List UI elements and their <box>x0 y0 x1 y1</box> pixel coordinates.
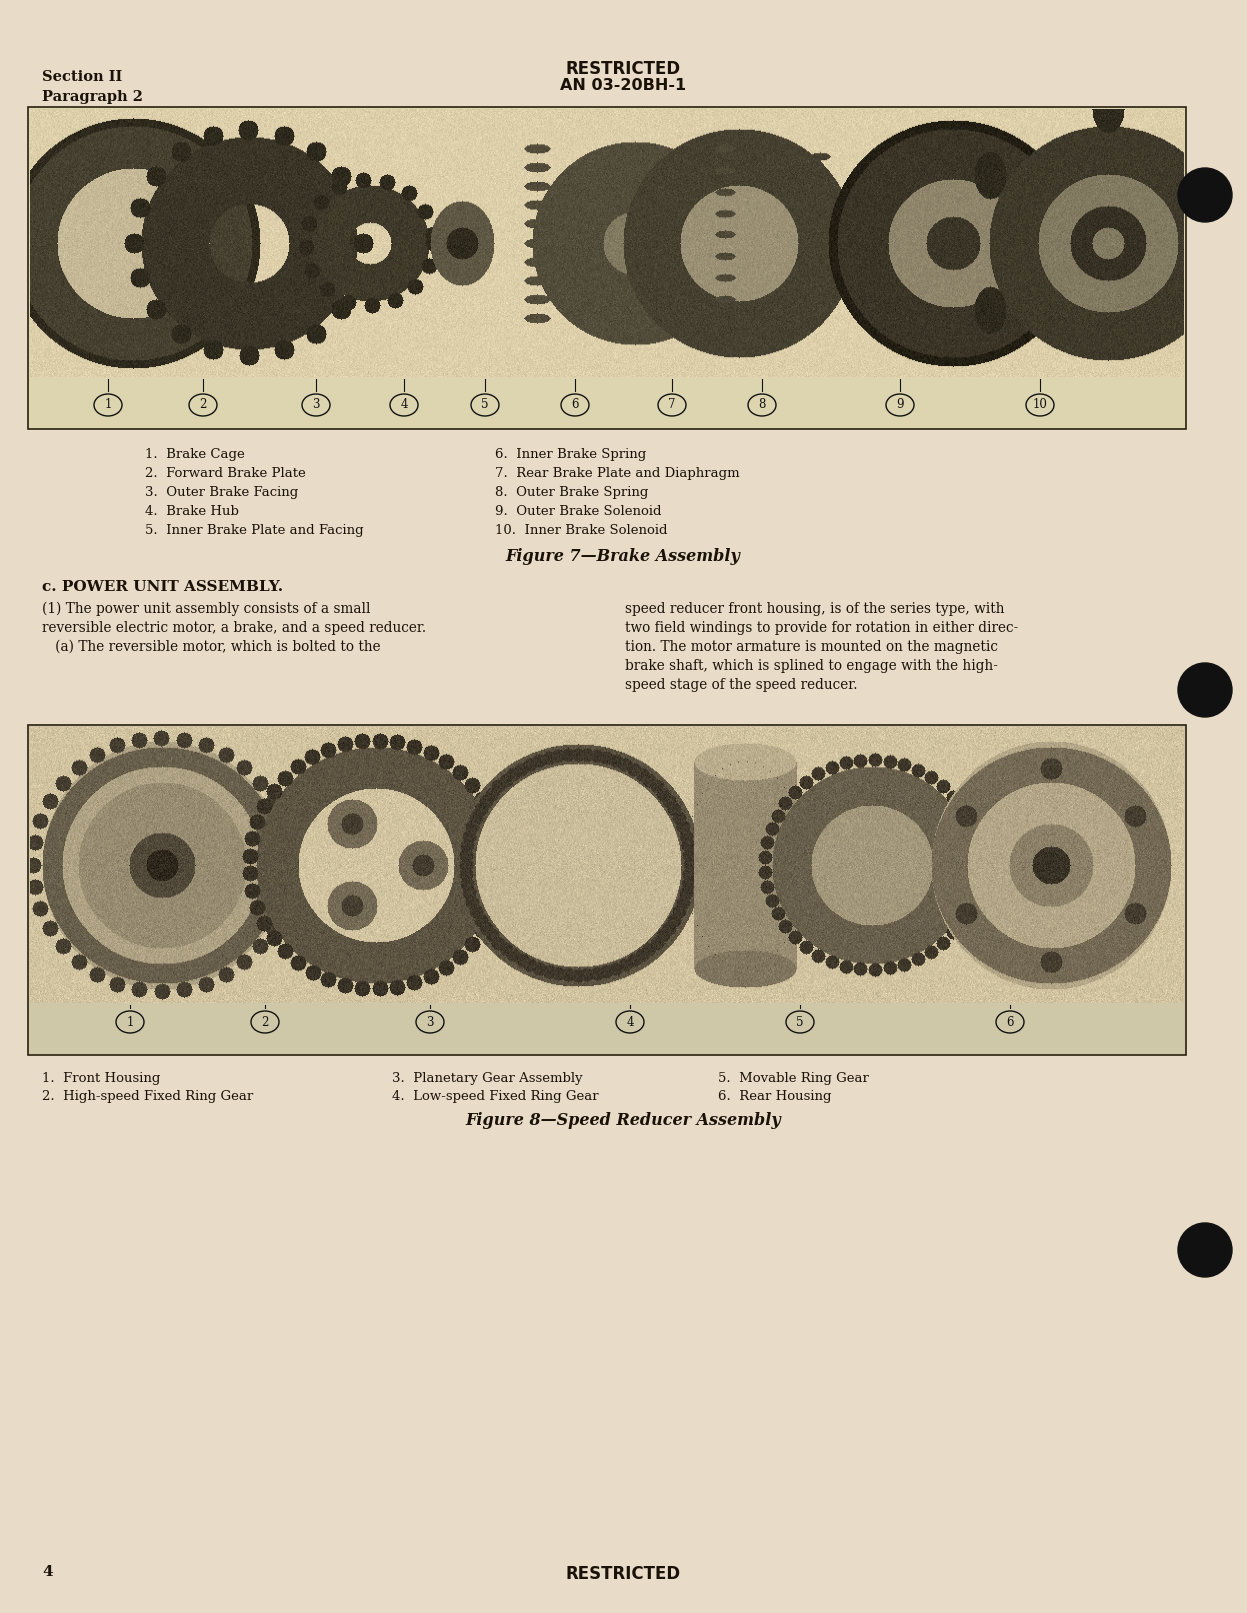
Text: 4.  Low-speed Fixed Ring Gear: 4. Low-speed Fixed Ring Gear <box>392 1090 599 1103</box>
Text: 3: 3 <box>426 1016 434 1029</box>
Text: 5.  Movable Ring Gear: 5. Movable Ring Gear <box>718 1073 869 1086</box>
Text: 8.  Outer Brake Spring: 8. Outer Brake Spring <box>495 486 648 498</box>
Text: 3: 3 <box>312 398 319 411</box>
Text: 10.  Inner Brake Solenoid: 10. Inner Brake Solenoid <box>495 524 667 537</box>
Text: 4.  Brake Hub: 4. Brake Hub <box>145 505 239 518</box>
Text: 4: 4 <box>42 1565 52 1579</box>
Text: 1.  Brake Cage: 1. Brake Cage <box>145 448 244 461</box>
Text: 5: 5 <box>797 1016 804 1029</box>
Text: Figure 8—Speed Reducer Assembly: Figure 8—Speed Reducer Assembly <box>465 1111 781 1129</box>
Text: 2: 2 <box>200 398 207 411</box>
Circle shape <box>1178 1223 1232 1277</box>
Text: 9: 9 <box>897 398 904 411</box>
Circle shape <box>1178 168 1232 223</box>
Text: 6: 6 <box>571 398 579 411</box>
Bar <box>27 724 1186 1055</box>
Text: 7: 7 <box>668 398 676 411</box>
Circle shape <box>1178 663 1232 718</box>
Text: 3.  Planetary Gear Assembly: 3. Planetary Gear Assembly <box>392 1073 582 1086</box>
Text: speed reducer front housing, is of the series type, with: speed reducer front housing, is of the s… <box>625 602 1005 616</box>
Text: 5.  Inner Brake Plate and Facing: 5. Inner Brake Plate and Facing <box>145 524 364 537</box>
Text: (1) The power unit assembly consists of a small: (1) The power unit assembly consists of … <box>42 602 370 616</box>
Text: 1.  Front Housing: 1. Front Housing <box>42 1073 161 1086</box>
Text: 2: 2 <box>262 1016 268 1029</box>
Text: 10: 10 <box>1033 398 1047 411</box>
Text: 6: 6 <box>1006 1016 1014 1029</box>
Text: (a) The reversible motor, which is bolted to the: (a) The reversible motor, which is bolte… <box>42 640 380 653</box>
Text: 5: 5 <box>481 398 489 411</box>
Bar <box>27 106 1186 429</box>
Text: 4: 4 <box>626 1016 633 1029</box>
Text: Paragraph 2: Paragraph 2 <box>42 90 143 103</box>
Text: 6.  Inner Brake Spring: 6. Inner Brake Spring <box>495 448 646 461</box>
Text: tion. The motor armature is mounted on the magnetic: tion. The motor armature is mounted on t… <box>625 640 998 653</box>
Text: 8: 8 <box>758 398 766 411</box>
Text: 1: 1 <box>105 398 112 411</box>
Text: 3.  Outer Brake Facing: 3. Outer Brake Facing <box>145 486 298 498</box>
Text: AN 03-20BH-1: AN 03-20BH-1 <box>560 77 686 94</box>
Text: 4: 4 <box>400 398 408 411</box>
Text: 7.  Rear Brake Plate and Diaphragm: 7. Rear Brake Plate and Diaphragm <box>495 468 739 481</box>
Text: brake shaft, which is splined to engage with the high-: brake shaft, which is splined to engage … <box>625 660 998 673</box>
Text: 2.  Forward Brake Plate: 2. Forward Brake Plate <box>145 468 306 481</box>
Text: Figure 7—Brake Assembly: Figure 7—Brake Assembly <box>505 548 741 565</box>
Text: two field windings to provide for rotation in either direc-: two field windings to provide for rotati… <box>625 621 1019 636</box>
Text: Section II: Section II <box>42 69 122 84</box>
Text: RESTRICTED: RESTRICTED <box>565 1565 681 1582</box>
Text: speed stage of the speed reducer.: speed stage of the speed reducer. <box>625 677 858 692</box>
Text: reversible electric motor, a brake, and a speed reducer.: reversible electric motor, a brake, and … <box>42 621 426 636</box>
Text: 9.  Outer Brake Solenoid: 9. Outer Brake Solenoid <box>495 505 661 518</box>
Text: 1: 1 <box>126 1016 133 1029</box>
Text: c. POWER UNIT ASSEMBLY.: c. POWER UNIT ASSEMBLY. <box>42 581 283 594</box>
Text: 2.  High-speed Fixed Ring Gear: 2. High-speed Fixed Ring Gear <box>42 1090 253 1103</box>
Text: RESTRICTED: RESTRICTED <box>565 60 681 77</box>
Text: 6.  Rear Housing: 6. Rear Housing <box>718 1090 832 1103</box>
